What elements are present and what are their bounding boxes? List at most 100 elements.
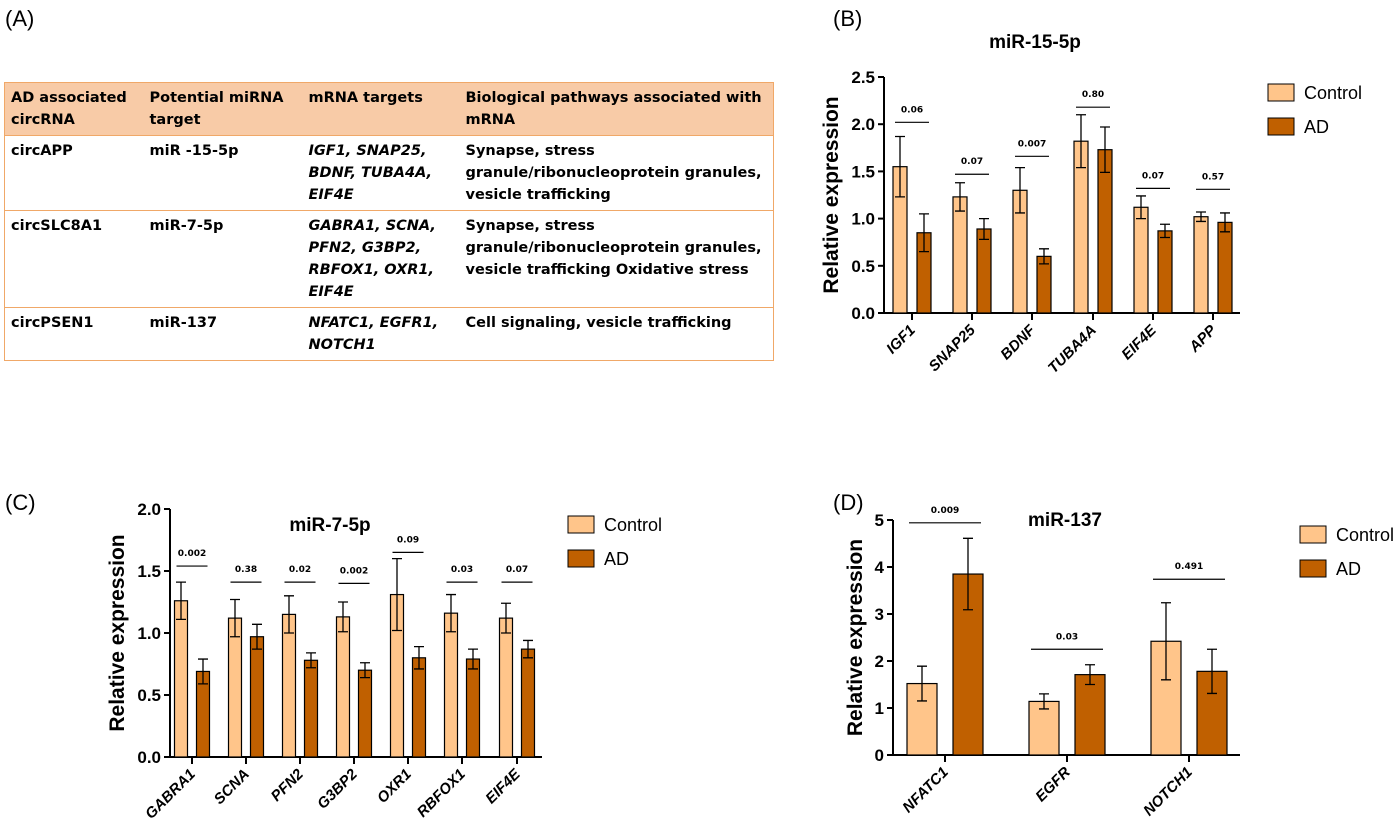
- p-value-label: 0.06: [901, 105, 923, 115]
- panel-label-d: (D): [833, 490, 864, 515]
- error-bar: [895, 135, 905, 198]
- error-bar: [1039, 693, 1049, 710]
- error-bar: [955, 182, 965, 212]
- error-bar: [1136, 195, 1146, 220]
- table-header: Potential miRNA target: [143, 82, 303, 136]
- error-bar: [252, 623, 262, 650]
- error-bar: [360, 662, 370, 679]
- table-cell: miR-137: [143, 307, 303, 361]
- legend-label: Control: [604, 515, 662, 535]
- p-value-label: 0.007: [1018, 139, 1046, 149]
- table-header: Biological pathways associated with mRNA: [459, 82, 774, 136]
- x-tick-label: EIF4E: [482, 765, 524, 807]
- y-tick-label: 0: [875, 746, 884, 765]
- error-bar: [979, 217, 989, 241]
- bar-ad: [1036, 255, 1052, 314]
- x-tick-label: PFN2: [268, 765, 308, 805]
- bar-ad: [465, 658, 481, 758]
- bar-control: [1133, 206, 1149, 314]
- x-tick-label: IGF1: [883, 322, 919, 358]
- error-bar: [1207, 648, 1217, 695]
- table-cell: IGF1, SNAP25, BDNF, TUBA4A, EIF4E: [302, 135, 460, 211]
- chart-c: miR-7-5p Relative expression 0.0 0.5 1.0 1.5 2…: [106, 500, 662, 823]
- legend-label: Control: [1336, 525, 1394, 545]
- error-bar: [230, 598, 240, 638]
- error-bar: [963, 537, 973, 611]
- y-tick-label: 3: [875, 605, 884, 624]
- x-tick-label: BDNF: [997, 321, 1039, 363]
- x-tick-label: TUBA4A: [1045, 322, 1100, 377]
- x-tick-label: SCNA: [211, 766, 253, 808]
- y-tick-label: 0.0: [851, 304, 875, 323]
- error-bar: [1085, 664, 1095, 686]
- error-bar: [919, 213, 929, 253]
- table-cell: miR -15-5p: [143, 135, 303, 211]
- chart-d: miR-137 Relative expression 0 1 2 3 4 5 NFATC1 0.…: [844, 506, 1394, 820]
- error-bar: [1039, 248, 1049, 265]
- chart-b: miR-15-5p Relative expression 0.0 0.5 1.0 1.5…: [820, 32, 1362, 377]
- y-tick-label: 4: [875, 558, 885, 577]
- error-bar: [1100, 126, 1110, 173]
- error-bar: [338, 601, 348, 633]
- error-bar: [1076, 114, 1086, 169]
- bar-control: [335, 616, 351, 758]
- y-axis-label: Relative expression: [820, 96, 843, 293]
- error-bar: [176, 581, 186, 621]
- x-tick-label: OXR1: [374, 766, 415, 807]
- table-cell: Synapse, stress granule/ribonucleoprotei…: [459, 210, 774, 308]
- p-value-label: 0.38: [235, 565, 257, 575]
- table-cell: Synapse, stress granule/ribonucleoprotei…: [459, 135, 774, 211]
- p-value-label: 0.07: [1142, 171, 1164, 181]
- bar-ad: [520, 648, 536, 758]
- chart-title: miR-7-5p: [289, 515, 370, 536]
- table-cell: NFATC1, EGFR1, NOTCH1: [302, 307, 460, 361]
- x-tick-label: NOTCH1: [1140, 764, 1196, 820]
- p-value-label: 0.80: [1082, 90, 1104, 100]
- error-bar: [1160, 223, 1170, 239]
- error-bar: [917, 665, 927, 702]
- panel-label-b: (B): [833, 6, 863, 31]
- bar-ad: [976, 228, 992, 314]
- y-tick-label: 1.0: [851, 210, 875, 229]
- legend-swatch: [1299, 559, 1327, 578]
- bar-ad: [411, 657, 427, 758]
- bar-control: [281, 613, 297, 758]
- p-value-label: 0.009: [931, 506, 959, 516]
- p-value-label: 0.002: [178, 549, 206, 559]
- table-cell: circPSEN1: [4, 307, 144, 361]
- table-row: circPSEN1 miR-137 NFATC1, EGFR1, NOTCH1 …: [4, 307, 774, 361]
- y-tick-label: 2.0: [137, 500, 161, 519]
- error-bar: [523, 639, 533, 659]
- legend-label: Control: [1304, 83, 1362, 103]
- legend-label: AD: [1304, 117, 1329, 137]
- p-value-label: 0.57: [1202, 172, 1224, 182]
- error-bar: [501, 602, 511, 634]
- x-tick-label: APP: [1185, 321, 1220, 356]
- p-value-label: 0.07: [961, 157, 983, 167]
- y-axis-label: Relative expression: [106, 534, 129, 731]
- x-tick-label: G3BP2: [314, 765, 361, 812]
- y-tick-label: 1.5: [851, 162, 875, 181]
- x-tick-label: EIF4E: [1118, 321, 1160, 363]
- y-tick-label: 0.5: [851, 257, 875, 276]
- bar-ad: [249, 636, 265, 758]
- y-tick-label: 1: [875, 699, 884, 718]
- y-tick-label: 2.5: [851, 68, 875, 87]
- error-bar: [284, 595, 294, 634]
- table-row: circSLC8A1 miR-7-5p GABRA1, SCNA, PFN2, …: [4, 210, 774, 308]
- y-tick-label: 1.0: [137, 624, 161, 643]
- legend-swatch: [1267, 83, 1295, 102]
- legend-swatch: [1267, 117, 1295, 136]
- legend-swatch: [1299, 525, 1327, 544]
- y-tick-label: 0.5: [137, 686, 161, 705]
- table-cell: circAPP: [4, 135, 144, 211]
- p-value-label: 0.03: [1056, 632, 1078, 642]
- error-bar: [1196, 211, 1206, 223]
- x-tick-label: SNAP25: [926, 321, 980, 375]
- bar-control: [952, 196, 968, 314]
- panel-label-a: (A): [5, 6, 35, 31]
- y-tick-label: 5: [875, 511, 884, 530]
- legend-swatch: [567, 515, 595, 534]
